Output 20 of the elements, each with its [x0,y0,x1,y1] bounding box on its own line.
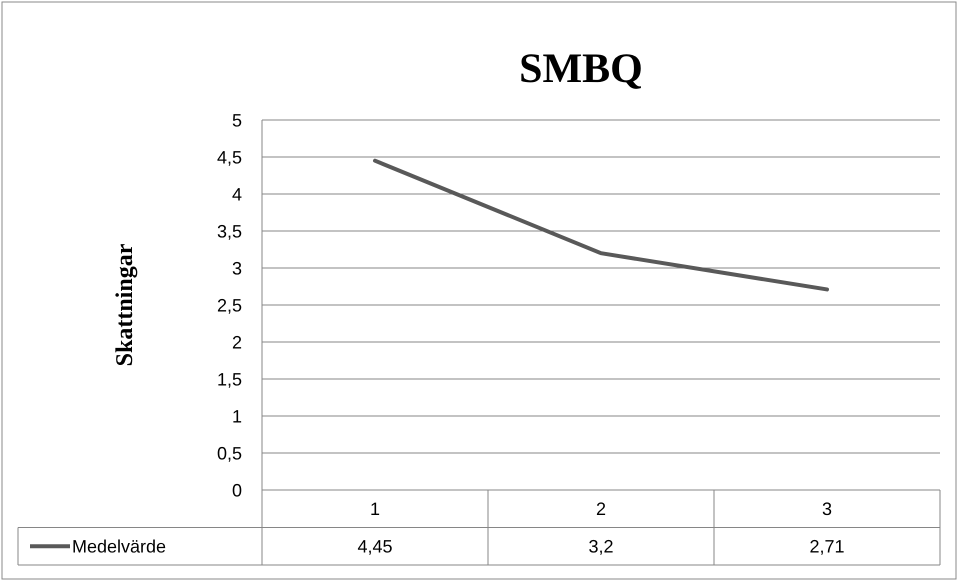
y-tick-label: 1,5 [216,369,242,390]
data-label: 4,45 [357,536,393,557]
y-tick-label: 2,5 [216,295,242,316]
y-axis-title: Skattningar [112,243,138,366]
y-tick-label: 3 [232,258,242,278]
x-tick-label: 2 [596,499,606,520]
y-tick-label: 0,5 [216,443,242,464]
x-tick-label: 3 [822,499,832,520]
y-tick-label: 1 [232,406,242,426]
chart-title: SMBQ [519,46,643,92]
data-label: 3,2 [588,536,614,557]
y-tick-label: 4,5 [216,147,242,168]
y-tick-label: 0 [232,480,242,500]
y-tick-label: 4 [232,184,242,204]
legend-label: Medelvärde [72,536,166,557]
y-tick-label: 3,5 [216,221,242,242]
data-label: 2,71 [809,536,845,557]
x-tick-label: 1 [370,499,380,520]
y-tick-label: 5 [232,110,242,130]
y-tick-label: 2 [232,332,242,352]
